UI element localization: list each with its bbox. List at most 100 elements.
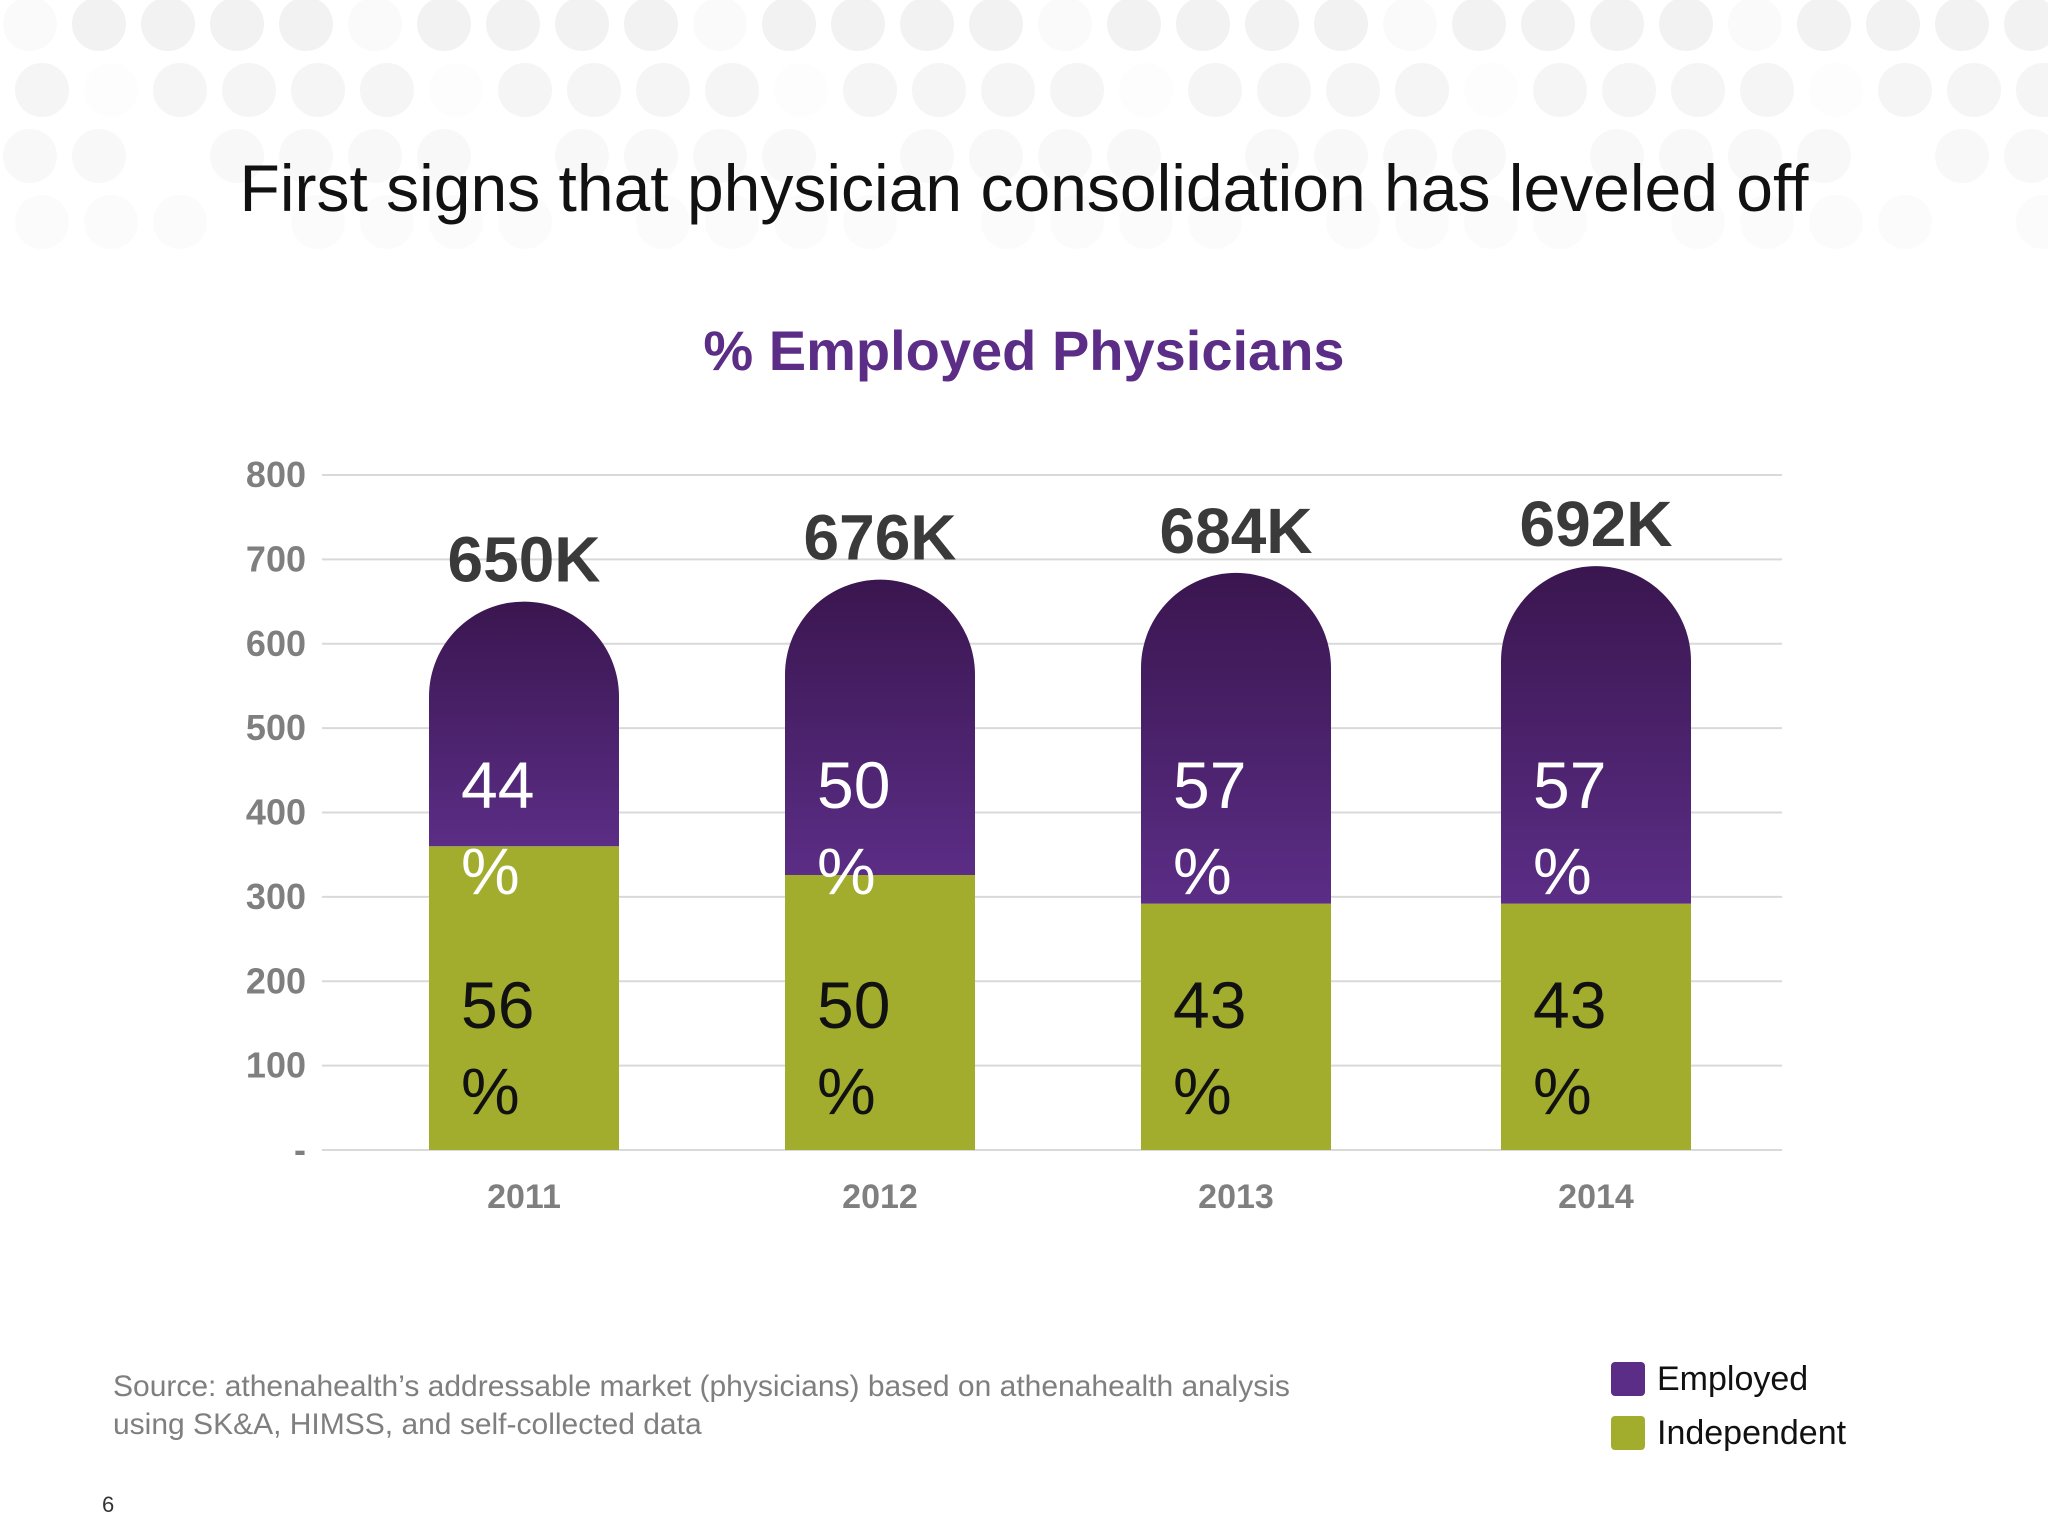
decoration-dot-62 bbox=[210, 129, 264, 183]
decoration-dot-68 bbox=[693, 129, 747, 183]
decoration-dot-6 bbox=[417, 0, 471, 51]
pct-label-independent-2014-line-1: 43 bbox=[1533, 968, 1606, 1042]
x-tick-label-2011: 2011 bbox=[487, 1178, 561, 1216]
total-label-2011: 650K bbox=[448, 524, 601, 596]
bar-employed-2014 bbox=[1501, 566, 1691, 904]
pct-label-employed-2012-line-1: 50 bbox=[817, 748, 890, 822]
decoration-dot-76 bbox=[1383, 129, 1437, 183]
decoration-dot-9 bbox=[624, 0, 678, 51]
decoration-dot-72 bbox=[1038, 129, 1092, 183]
y-tick-label-7: 700 bbox=[246, 538, 306, 579]
decoration-dot-19 bbox=[1314, 0, 1368, 51]
bar-independent-2011 bbox=[429, 846, 619, 1150]
decoration-dot-56 bbox=[1809, 63, 1863, 117]
legend-label-independent: Independent bbox=[1657, 1413, 1847, 1452]
legend-swatch-employed bbox=[1611, 1362, 1645, 1396]
decoration-dot-69 bbox=[762, 129, 816, 183]
source-line-1: Source: athenahealth’s addressable marke… bbox=[113, 1370, 1290, 1403]
decoration-dot-88 bbox=[360, 195, 414, 249]
decoration-dot-0 bbox=[3, 0, 57, 51]
decoration-dot-43 bbox=[912, 63, 966, 117]
decoration-dot-21 bbox=[1452, 0, 1506, 51]
decoration-dot-78 bbox=[1590, 129, 1644, 183]
decoration-dot-99 bbox=[1326, 195, 1380, 249]
dot-pattern-decoration bbox=[3, 0, 2048, 249]
legend-item-employed: Employed bbox=[1611, 1352, 1846, 1406]
decoration-dot-52 bbox=[1533, 63, 1587, 117]
decoration-dot-75 bbox=[1314, 129, 1368, 183]
decoration-dot-60 bbox=[3, 129, 57, 183]
decoration-dot-97 bbox=[1119, 195, 1173, 249]
total-label-2014: 692K bbox=[1520, 488, 1673, 560]
decoration-dot-11 bbox=[762, 0, 816, 51]
decoration-dot-25 bbox=[1728, 0, 1782, 51]
decoration-dot-45 bbox=[1050, 63, 1104, 117]
decoration-dot-80 bbox=[1728, 129, 1782, 183]
decoration-dot-64 bbox=[348, 129, 402, 183]
decoration-dot-55 bbox=[1740, 63, 1794, 117]
source-line-2: using SK&A, HIMSS, and self-collected da… bbox=[113, 1408, 702, 1441]
bar-independent-2014 bbox=[1501, 903, 1691, 1150]
decoration-dot-84 bbox=[15, 195, 69, 249]
source-note: Source: athenahealth’s addressable marke… bbox=[113, 1368, 1413, 1444]
y-tick-label-8: 800 bbox=[246, 454, 306, 495]
decoration-dot-54 bbox=[1671, 63, 1725, 117]
decoration-dot-10 bbox=[693, 0, 747, 51]
pct-label-independent-2014-line-2: % bbox=[1533, 1054, 1592, 1128]
decoration-dot-49 bbox=[1326, 63, 1380, 117]
decoration-dot-35 bbox=[360, 63, 414, 117]
decoration-dot-28 bbox=[1935, 0, 1989, 51]
decoration-dot-40 bbox=[705, 63, 759, 117]
decoration-dot-95 bbox=[981, 195, 1035, 249]
decoration-dot-66 bbox=[555, 129, 609, 183]
decoration-dot-93 bbox=[774, 195, 828, 249]
decoration-dot-92 bbox=[705, 195, 759, 249]
pct-label-independent-2012-line-2: % bbox=[817, 1054, 876, 1128]
pct-label-employed-2012-line-2: % bbox=[817, 834, 876, 908]
decoration-dot-5 bbox=[348, 0, 402, 51]
decoration-dot-86 bbox=[153, 195, 207, 249]
decoration-dot-87 bbox=[291, 195, 345, 249]
decoration-dot-103 bbox=[1671, 195, 1725, 249]
decoration-dot-85 bbox=[84, 195, 138, 249]
pct-label-independent-2013-line-1: 43 bbox=[1173, 968, 1246, 1042]
decoration-dot-59 bbox=[2016, 63, 2048, 117]
y-tick-label-5: 500 bbox=[246, 707, 306, 748]
decoration-dot-106 bbox=[1878, 195, 1932, 249]
decoration-dot-101 bbox=[1464, 195, 1518, 249]
y-tick-label-6: 600 bbox=[246, 623, 306, 664]
pct-label-employed-2011-line-2: % bbox=[461, 834, 520, 908]
decoration-dot-13 bbox=[900, 0, 954, 51]
decoration-dot-94 bbox=[843, 195, 897, 249]
pct-label-employed-2014-line-2: % bbox=[1533, 834, 1592, 908]
decoration-dot-107 bbox=[2016, 195, 2048, 249]
x-tick-label-2012: 2012 bbox=[842, 1178, 918, 1216]
decoration-dot-8 bbox=[555, 0, 609, 51]
decoration-dot-77 bbox=[1452, 129, 1506, 183]
decoration-dot-42 bbox=[843, 63, 897, 117]
y-tick-label-3: 300 bbox=[246, 876, 306, 917]
decoration-dot-38 bbox=[567, 63, 621, 117]
decoration-dot-18 bbox=[1245, 0, 1299, 51]
decoration-dot-96 bbox=[1050, 195, 1104, 249]
decoration-dot-90 bbox=[498, 195, 552, 249]
decoration-dot-37 bbox=[498, 63, 552, 117]
decoration-dot-33 bbox=[222, 63, 276, 117]
decoration-dot-65 bbox=[417, 129, 471, 183]
decoration-dot-26 bbox=[1797, 0, 1851, 51]
pct-label-independent-2013-line-2: % bbox=[1173, 1054, 1232, 1128]
decoration-dot-61 bbox=[72, 129, 126, 183]
decoration-dot-46 bbox=[1119, 63, 1173, 117]
decoration-dot-51 bbox=[1464, 63, 1518, 117]
total-label-2012: 676K bbox=[804, 502, 957, 574]
pct-label-independent-2011-line-2: % bbox=[461, 1054, 520, 1128]
pct-label-employed-2014-line-1: 57 bbox=[1533, 748, 1606, 822]
decoration-dot-48 bbox=[1257, 63, 1311, 117]
decoration-dot-15 bbox=[1038, 0, 1092, 51]
decoration-dot-83 bbox=[2004, 129, 2048, 183]
decoration-dot-57 bbox=[1878, 63, 1932, 117]
decoration-dot-27 bbox=[1866, 0, 1920, 51]
y-tick-label-4: 400 bbox=[246, 792, 306, 833]
slide-title: First signs that physician consolidation… bbox=[239, 151, 1809, 225]
